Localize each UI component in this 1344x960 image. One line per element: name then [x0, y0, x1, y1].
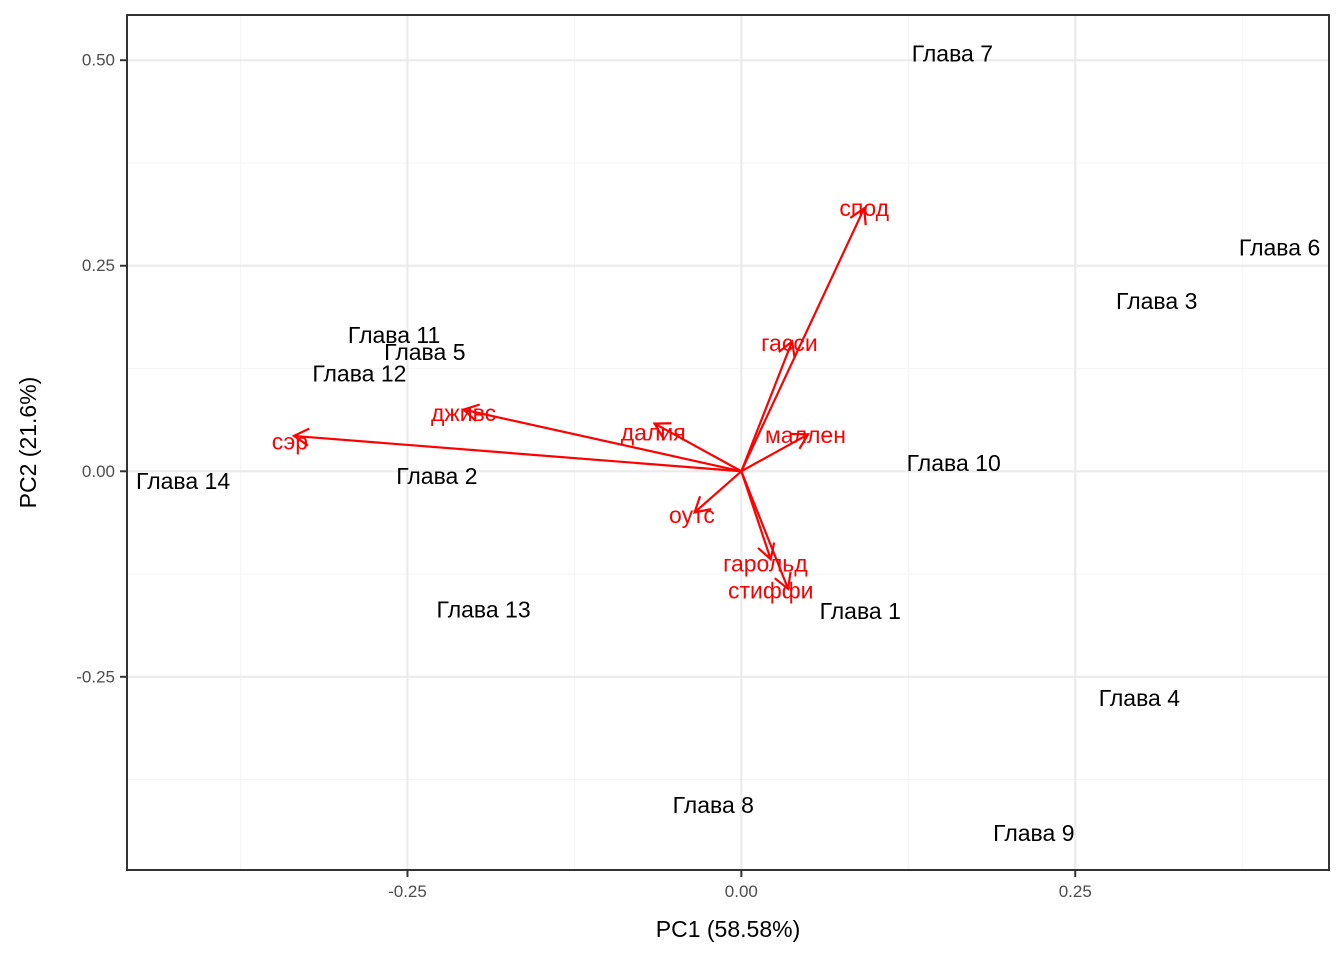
loading-arrowhead [291, 427, 310, 447]
observation-label: Глава 14 [136, 468, 230, 494]
y-axis-ticks: -0.25 0.00 0.25 0.50 [76, 51, 127, 686]
loading-label: дживс [431, 400, 496, 426]
panel-border [126, 14, 1330, 871]
x-tick-label: 0.25 [1059, 882, 1092, 901]
observation-label: Глава 11 [348, 322, 440, 348]
observation-label: Глава 7 [912, 41, 993, 67]
loading-arrow [740, 470, 790, 590]
loading-arrowhead [692, 495, 712, 514]
loading-arrowhead [778, 339, 796, 359]
loading-label: далия [621, 420, 686, 446]
loading-arrowhead [849, 206, 867, 226]
x-axis-title: PC1 (58.58%) [656, 916, 800, 942]
loading-arrow [293, 434, 742, 473]
observation-label: Глава 4 [1099, 685, 1181, 711]
observation-label: Глава 2 [396, 463, 477, 489]
loading-label: сэр [272, 429, 308, 455]
y-tick-label: -0.25 [76, 667, 115, 686]
loading-arrow [740, 340, 794, 472]
loading-label: гасси [761, 330, 818, 356]
loading-arrowhead [652, 422, 672, 439]
loading-arrow [463, 408, 742, 473]
loading-arrowhead [774, 571, 792, 591]
x-tick-label: -0.25 [388, 882, 427, 901]
observation-label: Глава 3 [1116, 288, 1197, 314]
observation-label: Глава 9 [993, 820, 1074, 846]
loading-arrow [693, 470, 743, 514]
loading-arrow [740, 207, 866, 472]
y-tick-label: 0.50 [82, 51, 115, 70]
loading-label: спод [839, 195, 889, 221]
grid-minor [127, 15, 1329, 870]
x-tick-label: 0.00 [725, 882, 758, 901]
loading-labels: спод гасси маллен далия дживс сэр оутс гарольдс… [272, 195, 890, 603]
loading-label: гарольд [723, 550, 808, 576]
y-tick-label: 0.00 [82, 462, 115, 481]
loading-arrows [291, 206, 867, 591]
observation-label: Глава 8 [673, 792, 754, 818]
loading-arrow [654, 422, 742, 473]
y-tick-label: 0.25 [82, 256, 115, 275]
observation-label: Глава 1 [820, 598, 901, 624]
loading-arrowhead [791, 432, 811, 450]
loading-arrow [740, 433, 809, 473]
observation-label: Глава 5 [384, 339, 465, 365]
loading-arrowhead [461, 403, 481, 422]
observation-label: Глава 13 [437, 596, 531, 622]
y-axis-title: PC2 (21.6%) [15, 377, 41, 509]
loading-label: оутс [669, 502, 715, 528]
observation-label: Глава 10 [907, 450, 1001, 476]
loading-label: маллен [765, 422, 846, 448]
observation-label: Глава 6 [1239, 235, 1320, 261]
observation-label: Глава 12 [312, 360, 406, 386]
loading-label: стиффи [728, 577, 814, 603]
x-axis-ticks: -0.25 0.00 0.25 [388, 870, 1092, 901]
